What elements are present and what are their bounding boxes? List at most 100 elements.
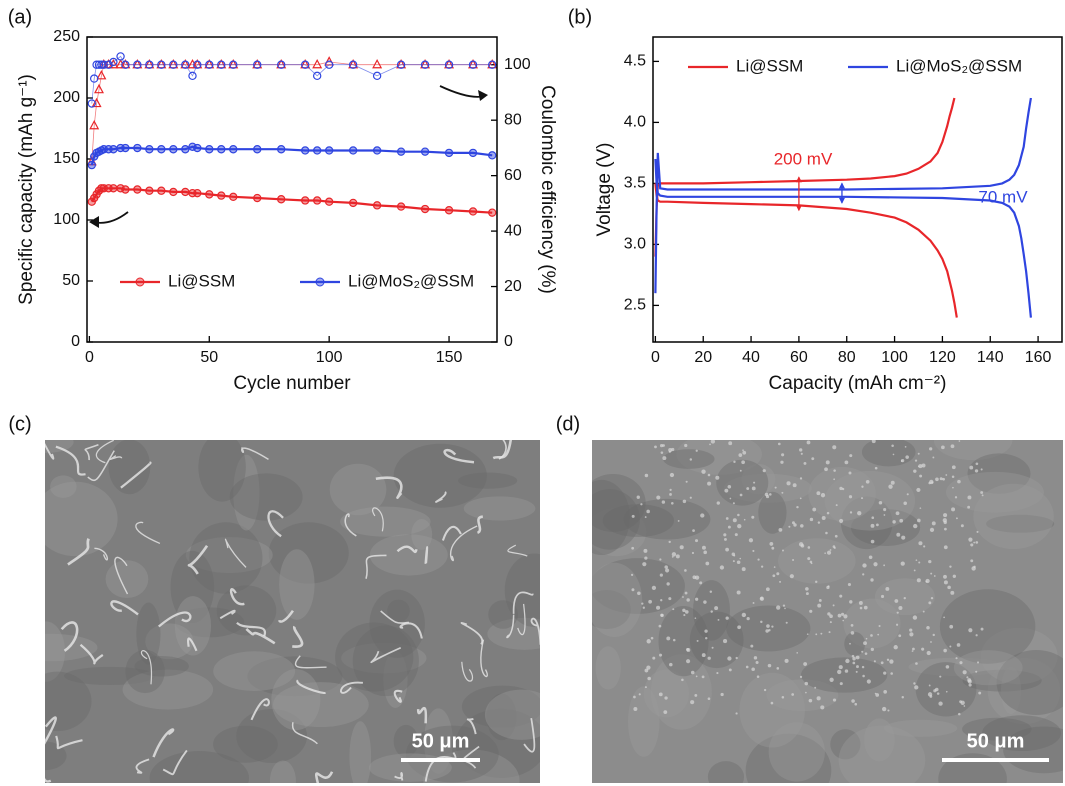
texture [883,719,958,737]
legend-marker [135,277,145,287]
grain [890,672,893,675]
grain [915,662,918,665]
grain [862,674,865,678]
texture [778,538,856,584]
marker [145,60,154,69]
ridge [152,728,175,758]
texture [595,646,621,690]
ridge [84,444,99,461]
texture [458,472,518,489]
grain [829,621,832,624]
grain [938,701,943,706]
grain [870,634,873,637]
grain [883,508,887,512]
grain [751,515,755,519]
y-tick-label: 3.0 [624,236,646,253]
grain [669,493,672,496]
grain [714,606,719,611]
texture [393,724,419,758]
grain [684,569,687,572]
grain [701,675,705,679]
grain [833,469,836,472]
grain [949,565,952,568]
marker [324,146,334,155]
grain [717,618,720,621]
grain [704,629,708,633]
grain [943,648,947,653]
grain [932,456,935,459]
texture [716,459,769,506]
grain [707,697,711,701]
legend-label: Li@SSM [168,271,235,290]
marker [93,83,104,94]
grain [642,606,645,609]
grain [905,455,909,459]
grain [919,507,922,509]
grain [861,650,864,653]
grain [784,658,789,663]
texture [962,669,1042,692]
grain [805,592,809,596]
grain [825,531,828,535]
texture [229,473,303,521]
texture [64,666,156,686]
grain [748,538,754,543]
grain [815,580,818,584]
grain [770,701,774,705]
series-line [654,183,958,318]
texture [982,715,1062,752]
grain [685,480,688,483]
texture [726,605,811,652]
ridge [187,545,209,575]
grain [862,573,865,576]
texture [487,617,540,650]
legend-label: Li@MoS₂@SSM [896,56,1022,75]
texture [758,491,787,534]
grain [950,590,955,595]
grain [742,450,747,455]
ridge [461,661,474,682]
grain [874,466,878,470]
ridge [424,546,429,564]
grain [865,637,868,640]
grain [868,555,873,560]
grain [644,668,649,673]
marker [87,99,96,108]
grain [658,692,663,697]
marker [99,60,108,69]
grain [723,533,727,537]
grain [934,687,939,692]
grain [850,623,854,627]
grain [900,460,903,463]
grain [807,557,811,561]
texture [739,672,805,748]
texture [707,761,745,783]
grain [711,646,714,649]
grain [765,587,770,592]
marker [217,60,226,69]
grain [967,678,972,683]
grain [865,479,870,484]
ridge [67,538,90,566]
grain [926,650,931,656]
marker [300,60,310,69]
grain [684,591,688,595]
grain [716,501,720,505]
scale-bar-label: 50 μm [412,730,470,752]
grain [945,665,950,669]
texture [484,689,540,740]
grain [904,445,907,448]
ridge [45,442,55,460]
marker [312,71,322,81]
ridge [339,681,364,694]
grain [856,665,859,669]
grain [928,481,931,485]
grain [820,632,823,635]
marker [229,145,238,154]
ridge [296,679,326,694]
grain [732,560,735,563]
marker [300,146,310,155]
grain [776,572,780,576]
grain [684,610,689,614]
marker [488,151,497,160]
